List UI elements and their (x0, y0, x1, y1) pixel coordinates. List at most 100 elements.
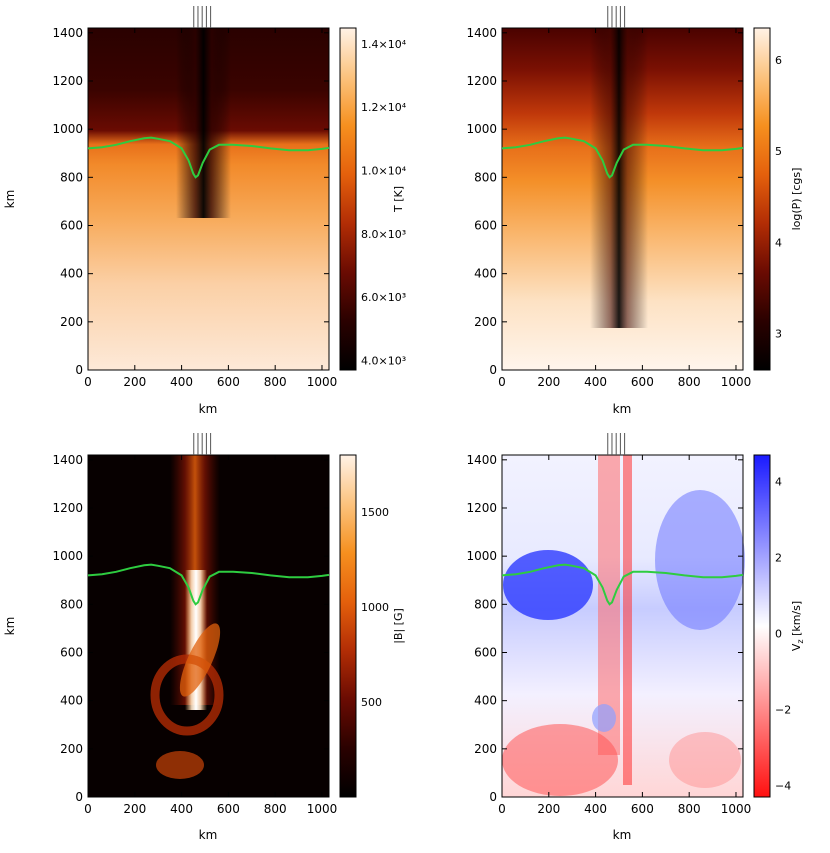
temperature-x-tick-label: 0 (84, 375, 92, 389)
velocity-blue-patch-right (655, 490, 745, 630)
pressure-x-tick-label: 0 (498, 375, 506, 389)
velocity-colorbar (753, 454, 771, 798)
field-frame (87, 454, 330, 798)
pressure-y-tick-label: 800 (474, 170, 497, 184)
pressure-x-tick-label: 800 (678, 375, 701, 389)
field-lower-patch (156, 751, 204, 779)
velocity-x-tick-label: 0 (498, 802, 506, 816)
panel-velocity: 0 200 400 600 800 1000 0 200 400 600 800 1000 1200 14… (466, 433, 805, 842)
velocity-x-tick-label: 400 (584, 802, 607, 816)
pressure-y-tick-label: 200 (474, 315, 497, 329)
pressure-x-tick-label: 400 (584, 375, 607, 389)
velocity-y-tick-label: 200 (474, 742, 497, 756)
temperature-curve (87, 136, 330, 179)
temperature-axes: 0 200 400 600 800 1000 0 200 400 600 800 1000 1200 14… (52, 6, 407, 389)
temperature-x-tick-label: 1000 (307, 375, 338, 389)
panel-pressure: 0 200 400 600 800 1000 0 200 400 600 800 1000 1200 14… (466, 6, 803, 416)
field-x-tick-label: 400 (170, 802, 193, 816)
temperature-colorbar-tick-label: 8.0×10³ (361, 228, 406, 241)
field-y-tick-label: 1400 (52, 453, 83, 467)
field-x-tick-label: 800 (264, 802, 287, 816)
field-y-tick-label: 800 (60, 597, 83, 611)
field-colorbar-tick-label: 1000 (361, 601, 389, 614)
temperature-colorbar-tick-label: 6.0×10³ (361, 291, 406, 304)
velocity-y-tick-label: 0 (489, 790, 497, 804)
velocity-axes: 0 200 400 600 800 1000 0 200 400 600 800 1000 1200 14… (466, 433, 791, 816)
temperature-colorbar (339, 27, 357, 371)
temperature-x-label: km (199, 402, 218, 416)
pressure-y-tick-label: 1200 (466, 74, 497, 88)
temperature-x-tick-label: 400 (170, 375, 193, 389)
velocity-colorbar-label-unit: [km/s] (790, 601, 803, 640)
field-y-tick-label: 1000 (52, 549, 83, 563)
panel-field: 0 200 400 600 800 1000 0 200 400 600 800 1000 1200 14… (3, 433, 405, 842)
field-x-tick-label: 1000 (307, 802, 338, 816)
pressure-colorbar-tick-label: 6 (775, 54, 782, 67)
field-y-tick-label: 600 (60, 645, 83, 659)
velocity-y-tick-label: 1000 (466, 549, 497, 563)
velocity-red-patch (502, 724, 618, 796)
temperature-x-tick-label: 200 (123, 375, 146, 389)
field-ring (150, 654, 224, 736)
pressure-colorbar-tick-label: 5 (775, 145, 782, 158)
velocity-frame (501, 454, 744, 798)
pressure-axes: 0 200 400 600 800 1000 0 200 400 600 800 1000 1200 14… (466, 6, 782, 389)
velocity-colorbar-tick-label: 0 (775, 628, 782, 641)
temperature-y-tick-label: 400 (60, 267, 83, 281)
field-y-label: km (3, 617, 17, 636)
temperature-y-tick-label: 1400 (52, 26, 83, 40)
field-y-tick-label: 1200 (52, 501, 83, 515)
field-colorbar-tick-label: 1500 (361, 506, 389, 519)
field-x-label: km (199, 828, 218, 842)
pressure-y-tick-label: 400 (474, 267, 497, 281)
temperature-y-tick-label: 1200 (52, 74, 83, 88)
pressure-x-tick-label: 600 (631, 375, 654, 389)
panel-temperature: 0 200 400 600 800 1000 0 200 400 600 800 1000 1200 14… (3, 6, 407, 416)
velocity-x-label: km (613, 828, 632, 842)
field-x-tick-label: 0 (84, 802, 92, 816)
temperature-x-tick-label: 600 (217, 375, 240, 389)
velocity-red-band-2 (623, 455, 632, 785)
pressure-x-tick-label: 1000 (721, 375, 752, 389)
field-y-tick-label: 0 (75, 790, 83, 804)
pressure-x-label: km (613, 402, 632, 416)
temperature-colorbar-tick-label: 1.0×10⁴ (361, 165, 407, 178)
velocity-x-tick-label: 800 (678, 802, 701, 816)
field-bright-lobe (179, 623, 221, 697)
velocity-blue-patch (503, 550, 593, 620)
pressure-colorbar-tick-label: 3 (775, 328, 782, 341)
field-x-tick-label: 600 (217, 802, 240, 816)
temperature-y-tick-label: 0 (75, 363, 83, 377)
temperature-colorbar-tick-label: 4.0×10³ (361, 355, 406, 368)
velocity-x-tick-label: 200 (537, 802, 560, 816)
temperature-y-tick-label: 1000 (52, 122, 83, 136)
pressure-colorbar-tick-label: 4 (775, 236, 782, 249)
velocity-blue-ring (592, 704, 616, 732)
pressure-y-tick-label: 1000 (466, 122, 497, 136)
field-colorbar (339, 454, 357, 798)
velocity-colorbar-tick-label: 2 (775, 552, 782, 565)
velocity-y-tick-label: 1200 (466, 501, 497, 515)
velocity-y-tick-label: 600 (474, 645, 497, 659)
field-colorbar-label: |B| [G] (392, 608, 405, 644)
field-colorbar-tick-label: 500 (361, 696, 382, 709)
velocity-y-tick-label: 1400 (466, 453, 497, 467)
field-x-tick-label: 200 (123, 802, 146, 816)
velocity-y-tick-label: 800 (474, 597, 497, 611)
pressure-frame (501, 27, 744, 371)
field-axes: 0 200 400 600 800 1000 0 200 400 600 800 1000 1200 14… (52, 433, 389, 816)
velocity-colorbar-label: Vz [km/s] (790, 601, 805, 651)
pressure-curve (501, 136, 744, 179)
temperature-colorbar-tick-label: 1.4×10⁴ (361, 38, 407, 51)
velocity-colorbar-tick-label: −2 (775, 704, 791, 717)
pressure-colorbar-label: log(P) [cgs] (790, 168, 803, 231)
pressure-y-tick-label: 1400 (466, 26, 497, 40)
velocity-y-tick-label: 400 (474, 694, 497, 708)
velocity-colorbar-tick-label: 4 (775, 476, 782, 489)
velocity-colorbar-label-main: V (790, 643, 803, 651)
velocity-colorbar-tick-label: −4 (775, 780, 791, 793)
temperature-x-tick-label: 800 (264, 375, 287, 389)
temperature-y-tick-label: 600 (60, 218, 83, 232)
velocity-curve (501, 563, 744, 606)
